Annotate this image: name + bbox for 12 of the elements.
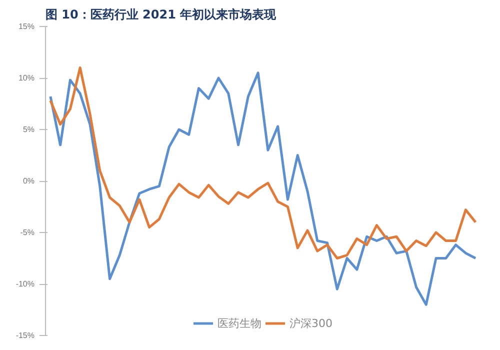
legend-label: 沪深300	[290, 316, 332, 330]
y-tick-label: -5%	[20, 228, 35, 237]
y-tick-label: 0%	[22, 176, 34, 186]
y-tick-label: 10%	[18, 74, 35, 82]
y-tick-label: 15%	[18, 22, 35, 31]
y-tick-label: -10%	[16, 280, 35, 288]
line-series	[49, 66, 477, 260]
line-series	[49, 72, 477, 306]
legend-label: 医药生物	[218, 316, 262, 330]
y-tick-label: -15%	[16, 331, 35, 340]
chart-title: 图 10：医药行业 2021 年初以来市场表现	[46, 8, 278, 22]
y-tick-label: 5%	[22, 125, 34, 134]
